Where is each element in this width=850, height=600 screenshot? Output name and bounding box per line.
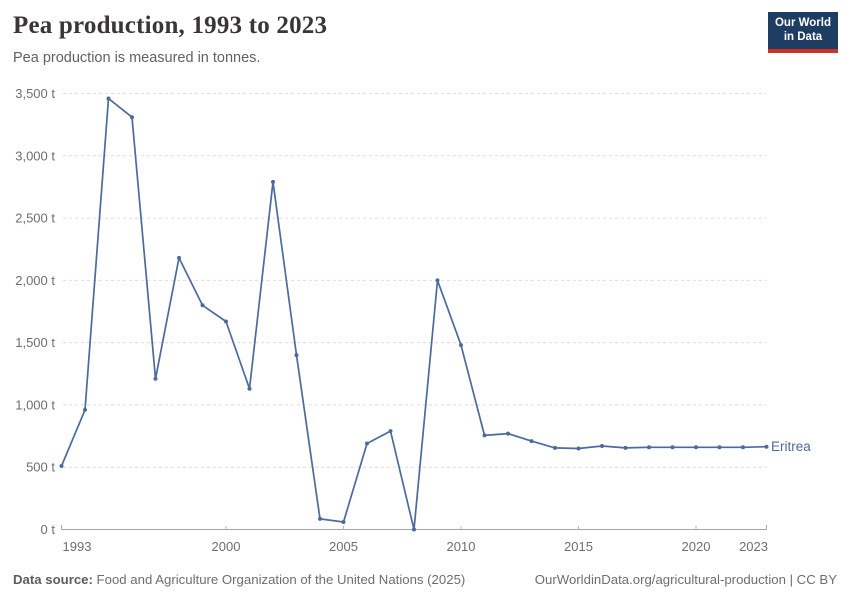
data-point[interactable]	[694, 445, 698, 450]
data-point[interactable]	[388, 429, 393, 434]
series-label[interactable]: Eritrea	[771, 439, 811, 454]
data-point[interactable]	[224, 319, 228, 324]
data-point[interactable]	[318, 516, 322, 521]
owid-citation-link[interactable]: OurWorldinData.org/agricultural-producti…	[534, 572, 837, 587]
owid-logo[interactable]: Our World in Data	[768, 12, 838, 53]
owid-logo-line1: Our World	[774, 16, 831, 29]
chart-title: Pea production, 1993 to 2023	[13, 12, 328, 39]
data-point[interactable]	[341, 520, 346, 524]
x-tick-label: 2005	[329, 539, 358, 554]
y-tick-label: 2,000 t	[15, 273, 55, 288]
data-point[interactable]	[247, 386, 252, 391]
x-tick-label: 2010	[447, 539, 476, 554]
data-point[interactable]	[83, 407, 87, 412]
data-line	[60, 97, 768, 531]
data-source-text: Food and Agriculture Organization of the…	[92, 572, 466, 587]
y-tick-label: 1,500 t	[15, 335, 55, 350]
owid-logo-line2: in Data	[783, 30, 823, 43]
data-point[interactable]	[623, 445, 628, 450]
data-point[interactable]	[600, 444, 604, 448]
data-point[interactable]	[670, 445, 675, 450]
data-point[interactable]	[482, 433, 487, 438]
data-point[interactable]	[365, 441, 369, 446]
data-point[interactable]	[435, 278, 440, 283]
data-point[interactable]	[177, 255, 181, 260]
chart-subtitle: Pea production is measured in tonnes.	[13, 50, 261, 66]
data-point[interactable]	[412, 527, 416, 532]
y-tick-label: 1,000 t	[15, 397, 55, 412]
data-point[interactable]	[529, 439, 534, 444]
data-point[interactable]	[647, 445, 651, 450]
x-tick-label: 2000	[212, 539, 241, 554]
y-tick-label: 500 t	[26, 460, 55, 475]
data-point[interactable]	[106, 96, 111, 101]
data-point[interactable]	[459, 343, 463, 348]
data-point[interactable]	[294, 353, 299, 358]
x-tick-label: 1993	[63, 539, 92, 554]
data-point[interactable]	[130, 115, 134, 120]
y-tick-label: 3,000 t	[15, 148, 55, 163]
data-source-note: Data source: Food and Agriculture Organi…	[13, 572, 465, 587]
data-point[interactable]	[553, 445, 557, 450]
x-tick-label: 2020	[682, 539, 711, 554]
data-point[interactable]	[576, 446, 581, 451]
data-point[interactable]	[59, 464, 64, 468]
x-tick-label: 2015	[564, 539, 593, 554]
y-tick-label: 3,500 t	[15, 86, 55, 101]
data-point[interactable]	[741, 445, 745, 450]
data-source-label: Data source:	[13, 572, 93, 587]
data-point[interactable]	[506, 431, 510, 436]
data-point[interactable]	[153, 376, 158, 381]
data-point[interactable]	[271, 179, 275, 184]
y-tick-label: 0 t	[41, 522, 56, 537]
x-tick-label: 2023	[739, 539, 768, 554]
chart-footer: Data source: Food and Agriculture Organi…	[13, 572, 837, 587]
data-point[interactable]	[200, 303, 205, 308]
y-tick-label: 2,500 t	[15, 211, 55, 226]
data-point[interactable]	[764, 444, 769, 449]
data-point[interactable]	[717, 445, 722, 450]
